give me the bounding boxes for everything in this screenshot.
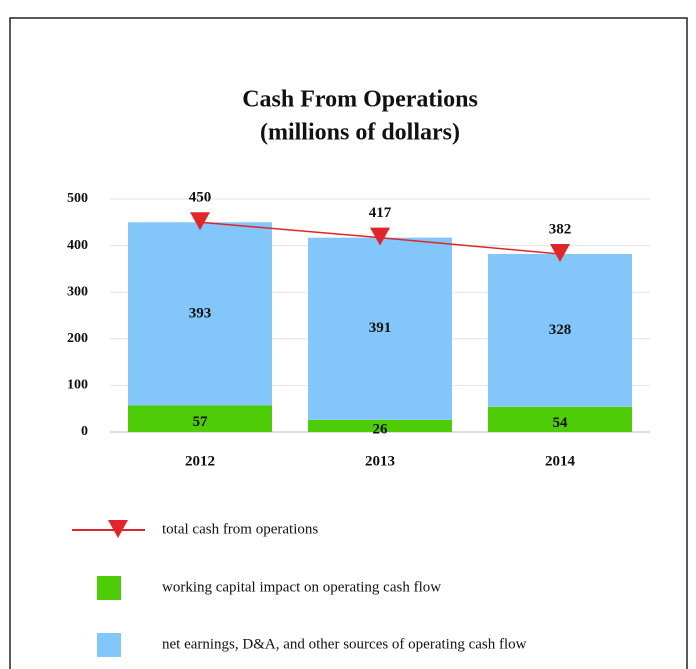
y-tick-label: 300 bbox=[67, 284, 88, 299]
data-label: 391 bbox=[369, 320, 392, 336]
data-label: 382 bbox=[549, 221, 572, 237]
legend-label: net earnings, D&A, and other sources of … bbox=[162, 636, 527, 652]
y-tick-label: 400 bbox=[67, 238, 88, 253]
legend-marker bbox=[108, 520, 128, 538]
bar-segment bbox=[308, 419, 452, 432]
y-tick-label: 0 bbox=[81, 424, 88, 439]
line-marker bbox=[550, 243, 570, 262]
data-label: 328 bbox=[549, 322, 572, 338]
bar-segment bbox=[308, 237, 452, 420]
data-label: 57 bbox=[193, 414, 209, 430]
chart-subtitle: (millions of dollars) bbox=[260, 120, 460, 146]
y-tick-label: 200 bbox=[67, 331, 88, 346]
x-tick-label: 2013 bbox=[365, 453, 395, 469]
legend-swatch bbox=[97, 633, 121, 657]
data-label: 417 bbox=[369, 205, 392, 221]
data-label: 26 bbox=[373, 421, 389, 437]
bar-segment bbox=[128, 222, 272, 406]
bar-segment bbox=[128, 405, 272, 432]
data-label: 450 bbox=[189, 190, 212, 206]
legend-label: total cash from operations bbox=[162, 521, 318, 537]
y-tick-label: 100 bbox=[67, 378, 88, 393]
legend-swatch bbox=[97, 576, 121, 600]
y-tick-label: 500 bbox=[67, 191, 88, 206]
legend-label: working capital impact on operating cash… bbox=[162, 579, 441, 595]
bar-segment bbox=[488, 253, 632, 407]
data-label: 54 bbox=[553, 415, 569, 431]
x-tick-label: 2014 bbox=[545, 453, 576, 469]
bar-segment bbox=[488, 406, 632, 432]
line-marker bbox=[370, 227, 390, 246]
x-tick-label: 2012 bbox=[185, 453, 215, 469]
data-label: 393 bbox=[189, 305, 212, 321]
line-marker bbox=[190, 212, 210, 231]
chart-title: Cash From Operations bbox=[242, 87, 478, 113]
